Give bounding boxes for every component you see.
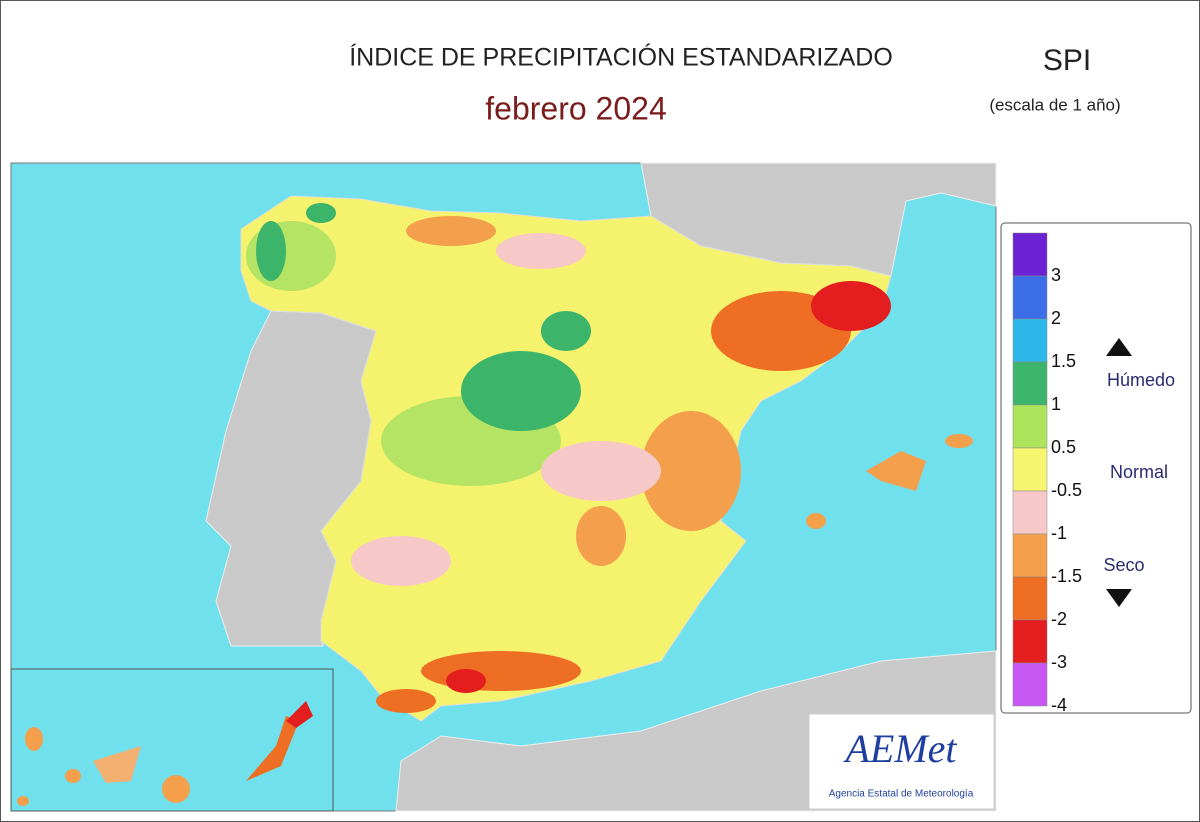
legend-label: -0.5 [1051, 480, 1082, 500]
balearic [945, 434, 973, 448]
legend-label: -2 [1051, 609, 1067, 629]
legend-label: -4 [1051, 695, 1067, 715]
legend-swatch [1012, 318, 1048, 363]
canary-inset [10, 668, 334, 812]
map [10, 162, 997, 812]
logo: AEMet Agencia Estatal de Meteorología [808, 713, 995, 810]
region [641, 411, 741, 531]
legend-swatch [1012, 662, 1048, 707]
legend-swatch [1012, 490, 1048, 535]
region [351, 536, 451, 586]
island [25, 727, 43, 751]
legend-swatch [1012, 533, 1048, 578]
region [306, 203, 336, 223]
legend-swatch [1012, 576, 1048, 621]
dry-label: Seco [1103, 555, 1144, 575]
island [162, 775, 190, 803]
balearic [866, 451, 926, 491]
island [17, 796, 29, 806]
legend-label: 1.5 [1051, 351, 1076, 371]
legend-swatch [1012, 404, 1048, 449]
region [406, 216, 496, 246]
logo-name: AEMet [842, 726, 957, 771]
legend-box [1000, 222, 1192, 714]
region [376, 689, 436, 713]
index-name: SPI [1043, 44, 1091, 77]
legend: Húmedo Normal Seco 3 2 1.5 1 0.5 -0.5 -1 -1.5 -2… [1000, 222, 1192, 715]
legend-swatch [1012, 447, 1048, 492]
legend-label: -1 [1051, 523, 1067, 543]
region [496, 233, 586, 269]
balearic [806, 513, 826, 529]
legend-swatch [1012, 232, 1048, 277]
legend-label: -3 [1051, 652, 1067, 672]
island [65, 769, 81, 783]
region [811, 281, 891, 331]
region [461, 351, 581, 431]
legend-label: 3 [1051, 265, 1061, 285]
legend-label: 1 [1051, 394, 1061, 414]
up-arrow [1106, 338, 1132, 356]
region [576, 506, 626, 566]
logo-agency: Agencia Estatal de Meteorología [829, 789, 974, 800]
title: ÍNDICE DE PRECIPITACIÓN ESTANDARIZADO [349, 43, 893, 72]
legend-swatch [1012, 275, 1048, 320]
wet-label: Húmedo [1107, 370, 1175, 390]
logo-box [808, 713, 995, 810]
island [93, 746, 141, 783]
legend-label: 2 [1051, 308, 1061, 328]
island [246, 716, 299, 781]
legend-swatch [1012, 361, 1048, 406]
scale-note: (escala de 1 año) [989, 95, 1120, 114]
down-arrow [1106, 589, 1132, 607]
region [446, 669, 486, 693]
region [421, 651, 581, 691]
island [286, 701, 313, 728]
region [256, 221, 286, 281]
region [541, 441, 661, 501]
legend-label: -1.5 [1051, 566, 1082, 586]
legend-label: 0.5 [1051, 437, 1076, 457]
normal-label: Normal [1110, 462, 1168, 482]
region [541, 311, 591, 351]
period: febrero 2024 [485, 90, 666, 126]
legend-swatch [1012, 619, 1048, 664]
